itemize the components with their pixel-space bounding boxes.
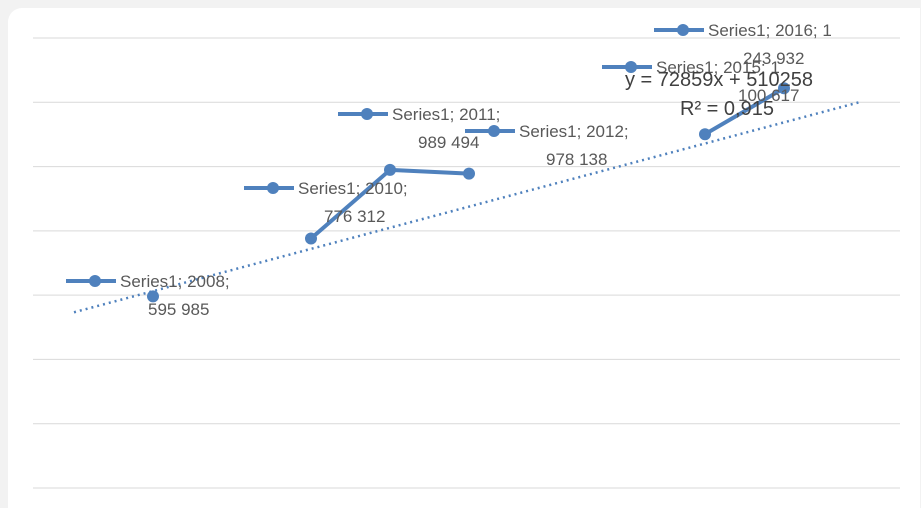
data-point-2011 <box>384 163 396 176</box>
data-label-2016-line1: Series1; 2016; 1 <box>708 21 832 40</box>
data-point-2012 <box>463 167 475 180</box>
label-legend-key-marker <box>89 275 101 287</box>
data-point-2008 <box>147 290 159 303</box>
data-label-2011-line1: Series1; 2011; <box>392 105 500 124</box>
data-label-2010-line1: Series1; 2010; <box>298 179 408 198</box>
data-label-2016-line2: 243 932 <box>743 49 804 68</box>
scatter-chart: Series1; 2008; 595 985 Series1; 2010; 776 3… <box>33 21 900 489</box>
data-label-2012-line2: 978 138 <box>546 150 607 169</box>
data-label-2015-line1: Series1; 2015; 1 <box>656 58 780 77</box>
data-label-2010-line2: 776 312 <box>324 207 385 226</box>
label-legend-key-marker <box>488 125 500 137</box>
chart-area: Series1; 2008; 595 985 Series1; 2010; 776 3… <box>8 8 920 508</box>
series-line-segment <box>703 86 786 137</box>
data-label-2008-line1: Series1; 2008; <box>120 272 230 291</box>
data-label-2015-line2: 100 617 <box>738 86 799 105</box>
data-label-2011-line2: 989 494 <box>418 133 479 152</box>
data-point-2015 <box>699 128 711 141</box>
trendline-equation: y = 72859x + 510258 <box>625 69 813 91</box>
label-legend-key-marker <box>677 24 689 36</box>
label-legend-key-marker <box>267 182 279 194</box>
data-point-2016 <box>778 82 790 95</box>
data-point-2010 <box>305 232 317 245</box>
data-label-2008-line2: 595 985 <box>148 300 209 319</box>
data-label-2012-line1: Series1; 2012; <box>519 122 629 141</box>
label-legend-key-marker <box>361 108 373 120</box>
label-legend-key-marker <box>625 61 637 73</box>
trendline <box>73 100 863 314</box>
trendline-r-squared: R² = 0,915 <box>680 98 774 120</box>
